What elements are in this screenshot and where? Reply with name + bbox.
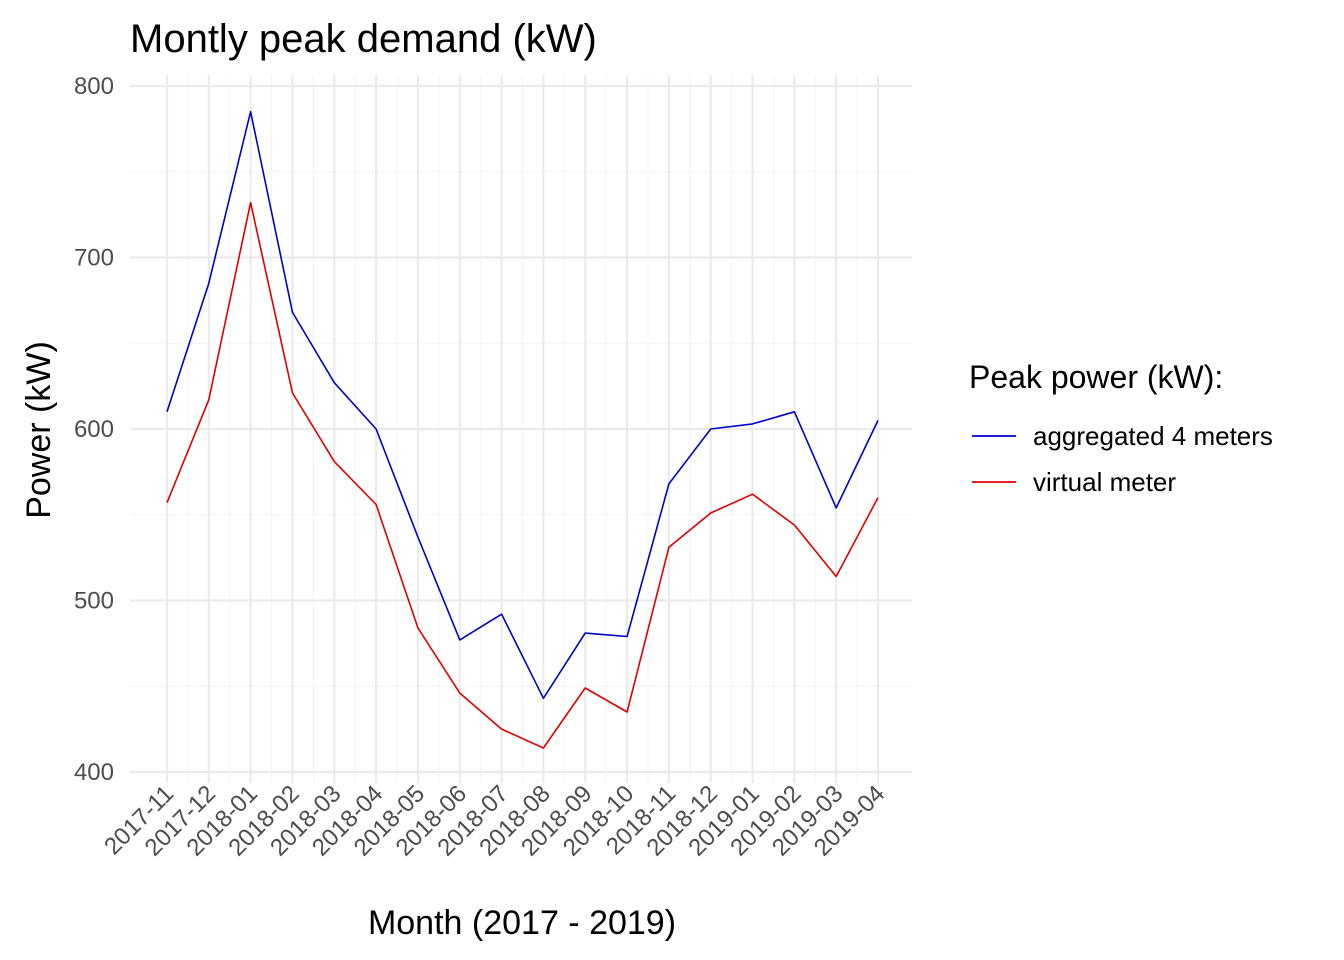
- series-lines: [166, 110, 879, 749]
- chart-title: Montly peak demand (kW): [130, 17, 597, 61]
- legend-label: virtual meter: [1033, 467, 1176, 497]
- x-axis-tick-labels: 2017-112017-122018-012018-022018-032018-…: [99, 780, 890, 861]
- y-axis-title: Power (kW): [20, 341, 58, 519]
- x-axis-title: Month (2017 - 2019): [368, 904, 676, 942]
- legend-title: Peak power (kW):: [969, 359, 1223, 395]
- y-tick-label: 400: [74, 759, 114, 786]
- major-gridlines: [130, 75, 912, 783]
- y-axis-tick-labels: 400 500 600 700 800: [74, 73, 114, 786]
- y-tick-label: 500: [74, 588, 114, 615]
- series-line-aggregated-4-meters: [166, 110, 879, 700]
- legend-items: aggregated 4 meters virtual meter: [972, 421, 1273, 497]
- series-line-virtual-meter: [166, 201, 879, 749]
- y-tick-label: 600: [74, 416, 114, 443]
- legend-label: aggregated 4 meters: [1033, 421, 1273, 451]
- y-tick-label: 700: [74, 245, 114, 272]
- legend: Peak power (kW): aggregated 4 meters virt…: [969, 359, 1273, 497]
- y-tick-label: 800: [74, 73, 114, 100]
